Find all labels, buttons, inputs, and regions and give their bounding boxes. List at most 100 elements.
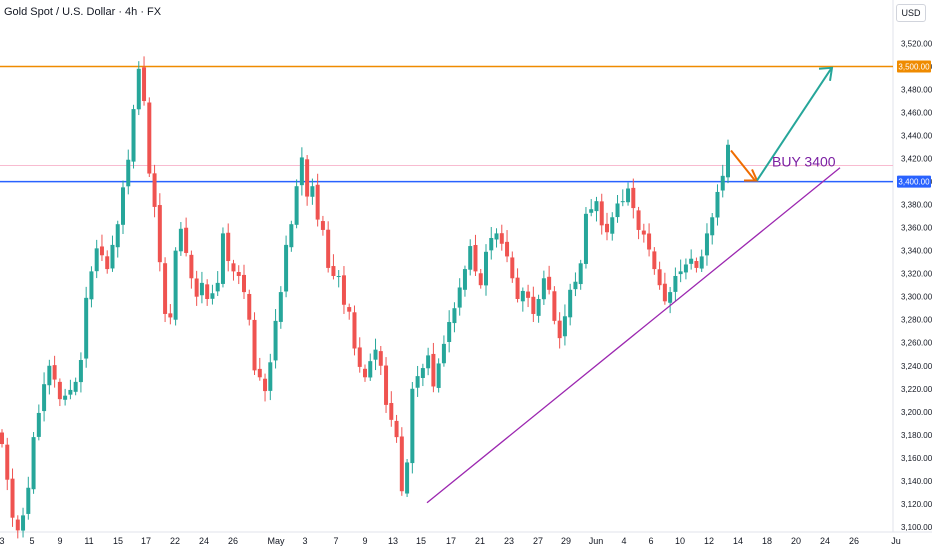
candle bbox=[36, 404, 41, 441]
candle-body bbox=[10, 478, 15, 518]
candle bbox=[568, 283, 573, 326]
candle-body bbox=[173, 250, 178, 320]
candle-body bbox=[121, 187, 125, 225]
candle bbox=[704, 223, 709, 266]
candle-body bbox=[78, 360, 83, 383]
candle bbox=[220, 227, 225, 288]
candle bbox=[242, 264, 246, 300]
candle bbox=[557, 312, 562, 349]
candle-body bbox=[599, 201, 604, 226]
candle-body bbox=[5, 444, 10, 480]
candle-body bbox=[647, 233, 652, 250]
candle-body bbox=[562, 316, 567, 337]
y-tick-label: 3,380.00 bbox=[901, 201, 932, 210]
candle bbox=[620, 189, 625, 207]
candle bbox=[336, 270, 341, 288]
candle-body bbox=[457, 287, 462, 308]
candle-body bbox=[489, 237, 494, 251]
candle-body bbox=[263, 378, 268, 392]
candle-body bbox=[299, 157, 304, 186]
candle-body bbox=[136, 68, 141, 110]
candle bbox=[178, 221, 183, 256]
currency-button[interactable]: USD bbox=[896, 4, 926, 22]
candle bbox=[263, 373, 268, 402]
candle bbox=[478, 268, 483, 289]
candle bbox=[510, 251, 515, 283]
candle bbox=[615, 194, 620, 223]
candle bbox=[520, 287, 525, 312]
candle bbox=[215, 271, 220, 296]
candle bbox=[689, 249, 694, 270]
candle bbox=[452, 302, 457, 333]
candle bbox=[15, 515, 20, 539]
candle-body bbox=[57, 381, 62, 400]
candle-body bbox=[678, 271, 683, 275]
candle bbox=[199, 271, 204, 304]
x-tick-label: 9 bbox=[362, 536, 367, 546]
candle bbox=[499, 224, 504, 251]
candle bbox=[363, 364, 367, 382]
candle bbox=[89, 266, 94, 308]
chart-title: Gold Spot / U.S. Dollar · 4h · FX bbox=[4, 6, 162, 18]
candle bbox=[394, 414, 399, 443]
candle-body bbox=[52, 365, 57, 380]
x-tick-label: 24 bbox=[199, 536, 209, 546]
candle-body bbox=[352, 312, 357, 349]
candle bbox=[599, 193, 604, 235]
candle-body bbox=[436, 363, 441, 388]
x-tick-label: 17 bbox=[141, 536, 151, 546]
candle bbox=[373, 338, 378, 371]
candle-body bbox=[499, 233, 504, 244]
candle-body bbox=[368, 361, 373, 378]
candle-body bbox=[615, 203, 620, 218]
candle-body bbox=[194, 278, 199, 297]
candle-body bbox=[641, 230, 646, 235]
x-tick-label: 4 bbox=[621, 536, 626, 546]
y-tick-label: 3,120.00 bbox=[901, 500, 932, 509]
candle-body bbox=[694, 261, 699, 268]
candle bbox=[378, 345, 383, 375]
candle bbox=[184, 217, 189, 257]
candle-body bbox=[110, 244, 115, 269]
candle-body bbox=[462, 269, 467, 290]
candle-body bbox=[163, 263, 168, 314]
candle-body bbox=[473, 245, 478, 272]
candle bbox=[462, 265, 467, 297]
candle bbox=[94, 239, 99, 279]
y-tick-label: 3,240.00 bbox=[901, 362, 932, 371]
candle bbox=[410, 381, 415, 474]
candle bbox=[547, 265, 552, 295]
x-tick-label: 14 bbox=[733, 536, 743, 546]
price-tag-label: 3,500.00 bbox=[898, 63, 930, 72]
x-tick-label: Jun bbox=[589, 536, 604, 546]
candle bbox=[21, 507, 26, 538]
candle bbox=[142, 56, 147, 106]
y-tick-label: 3,460.00 bbox=[901, 109, 932, 118]
candle bbox=[515, 268, 520, 303]
x-tick-label: 12 bbox=[704, 536, 714, 546]
candle bbox=[121, 180, 125, 235]
candle-body bbox=[226, 232, 231, 262]
price-tag bbox=[897, 175, 931, 188]
y-tick-label: 3,260.00 bbox=[901, 339, 932, 348]
candle bbox=[420, 363, 425, 387]
candle bbox=[26, 476, 31, 520]
candle bbox=[73, 377, 78, 396]
candle-body bbox=[105, 256, 110, 270]
candle bbox=[457, 278, 462, 316]
candle-body bbox=[662, 283, 667, 302]
candle-body bbox=[347, 307, 352, 312]
candle-body bbox=[131, 109, 136, 162]
candle-body bbox=[583, 213, 588, 264]
candle bbox=[720, 164, 725, 198]
candle-body bbox=[231, 263, 236, 272]
x-tick-label: 26 bbox=[228, 536, 238, 546]
candle bbox=[10, 468, 15, 527]
candle bbox=[357, 337, 362, 373]
x-tick-label: 6 bbox=[648, 536, 653, 546]
candle-body bbox=[652, 251, 657, 270]
candle bbox=[226, 223, 231, 272]
candle bbox=[210, 284, 215, 305]
candle bbox=[657, 261, 662, 290]
